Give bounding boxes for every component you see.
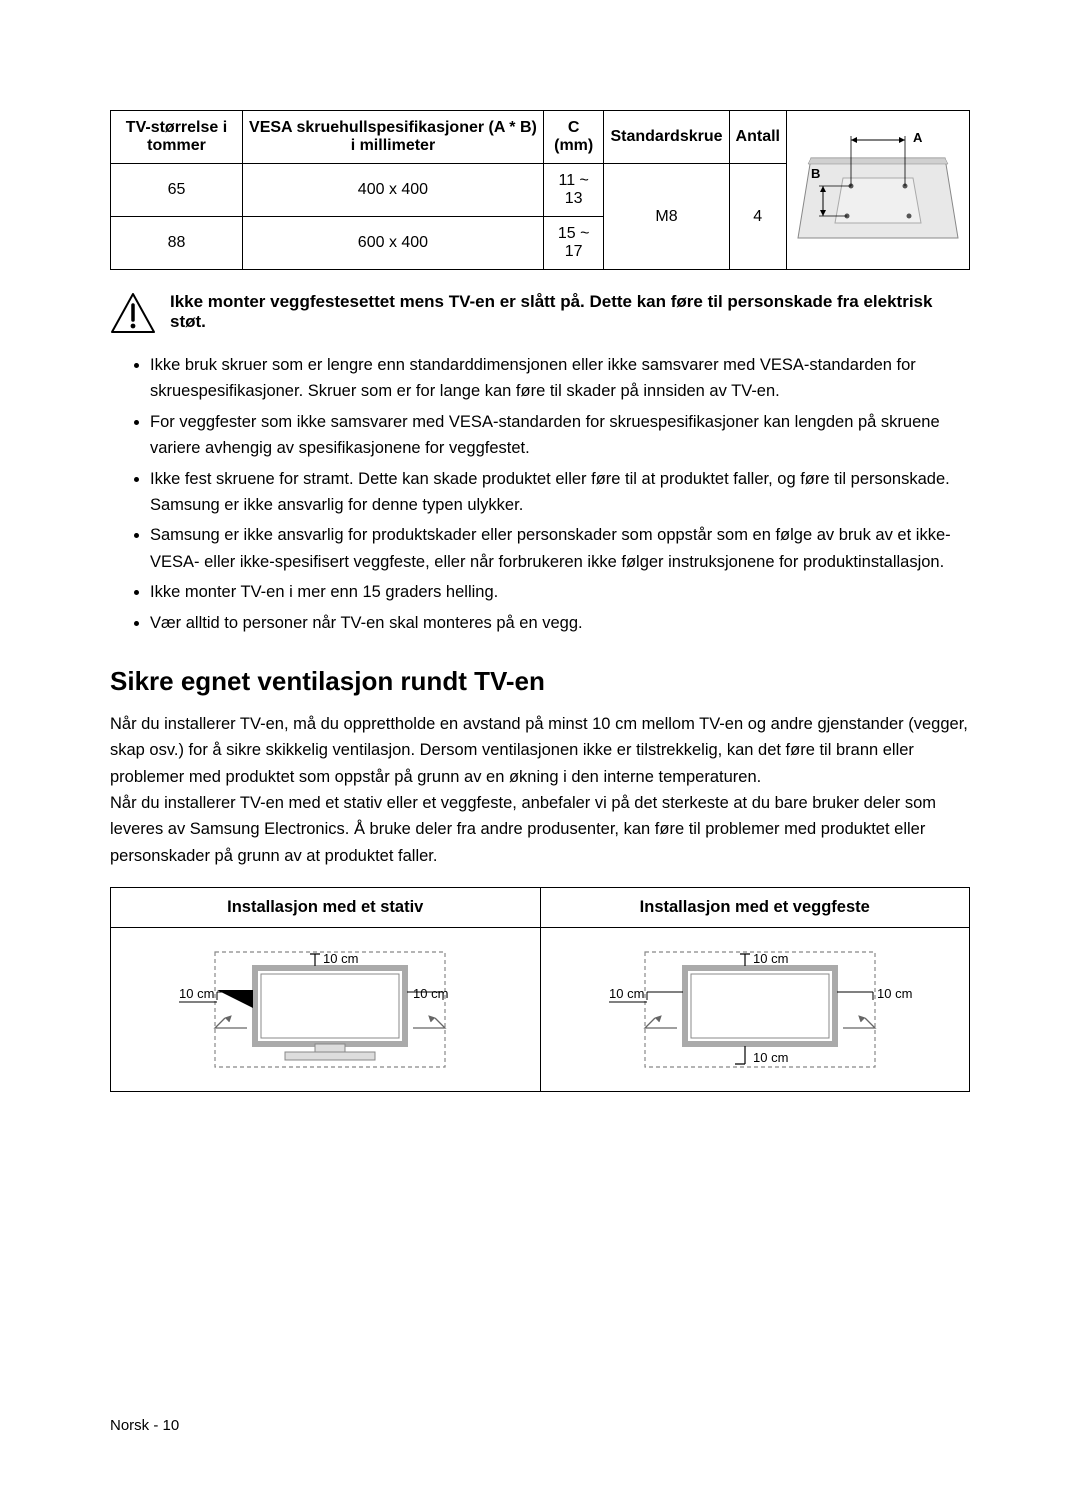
warning-block: Ikke monter veggfestesettet mens TV-en e…	[110, 290, 970, 334]
vesa-cell-screw: M8	[604, 164, 729, 270]
install-header-wall: Installasjon med et veggfeste	[540, 888, 970, 928]
precautions-list: Ikke bruk skruer som er lengre enn stand…	[110, 352, 970, 636]
install-header-stand: Installasjon med et stativ	[111, 888, 541, 928]
svg-text:10 cm: 10 cm	[323, 951, 358, 966]
vesa-header-size: TV-størrelse i tommer	[111, 111, 243, 164]
svg-text:10 cm: 10 cm	[753, 951, 788, 966]
vesa-cell-spec: 600 x 400	[242, 217, 543, 270]
svg-text:10 cm: 10 cm	[877, 986, 912, 1001]
vesa-cell-size: 65	[111, 164, 243, 217]
ventilation-paragraph: Når du installerer TV-en, må du oppretth…	[110, 711, 970, 869]
vesa-cell-c: 11 ~ 13	[543, 164, 604, 217]
diagram-label-a: A	[913, 130, 923, 145]
stand-install-diagram-icon: 10 cm 10 cm 10 cm	[155, 942, 495, 1072]
vesa-header-qty: Antall	[729, 111, 786, 164]
list-item: Ikke bruk skruer som er lengre enn stand…	[150, 352, 970, 405]
svg-text:10 cm: 10 cm	[609, 986, 644, 1001]
wall-install-diagram-icon: 10 cm 10 cm 10 cm 10 cm	[585, 942, 925, 1072]
vesa-cell-qty: 4	[729, 164, 786, 270]
list-item: Ikke monter TV-en i mer enn 15 graders h…	[150, 579, 970, 605]
vesa-header-c: C (mm)	[543, 111, 604, 164]
vesa-header-screw: Standardskrue	[604, 111, 729, 164]
list-item: For veggfester som ikke samsvarer med VE…	[150, 409, 970, 462]
diagram-label-b: B	[811, 166, 820, 181]
vesa-spec-table: TV-størrelse i tommer VESA skruehullspes…	[110, 110, 970, 270]
install-stand-diagram-cell: 10 cm 10 cm 10 cm	[111, 928, 541, 1092]
list-item: Samsung er ikke ansvarlig for produktska…	[150, 522, 970, 575]
tv-rear-diagram-icon: A B	[793, 128, 963, 248]
vesa-cell-c: 15 ~ 17	[543, 217, 604, 270]
warning-text: Ikke monter veggfestesettet mens TV-en e…	[170, 290, 970, 332]
vesa-header-spec: VESA skruehullspesifikasjoner (A * B) i …	[242, 111, 543, 164]
svg-text:10 cm: 10 cm	[753, 1050, 788, 1065]
vesa-cell-spec: 400 x 400	[242, 164, 543, 217]
list-item: Ikke fest skruene for stramt. Dette kan …	[150, 466, 970, 519]
vesa-cell-size: 88	[111, 217, 243, 270]
svg-text:10 cm: 10 cm	[179, 986, 214, 1001]
list-item: Vær alltid to personer når TV-en skal mo…	[150, 610, 970, 636]
warning-triangle-icon	[110, 292, 156, 334]
vesa-diagram-cell: A B	[786, 111, 969, 270]
installation-table: Installasjon med et stativ Installasjon …	[110, 887, 970, 1092]
install-wall-diagram-cell: 10 cm 10 cm 10 cm 10 cm	[540, 928, 970, 1092]
page-footer: Norsk - 10	[110, 1417, 179, 1434]
ventilation-heading: Sikre egnet ventilasjon rundt TV-en	[110, 666, 970, 697]
